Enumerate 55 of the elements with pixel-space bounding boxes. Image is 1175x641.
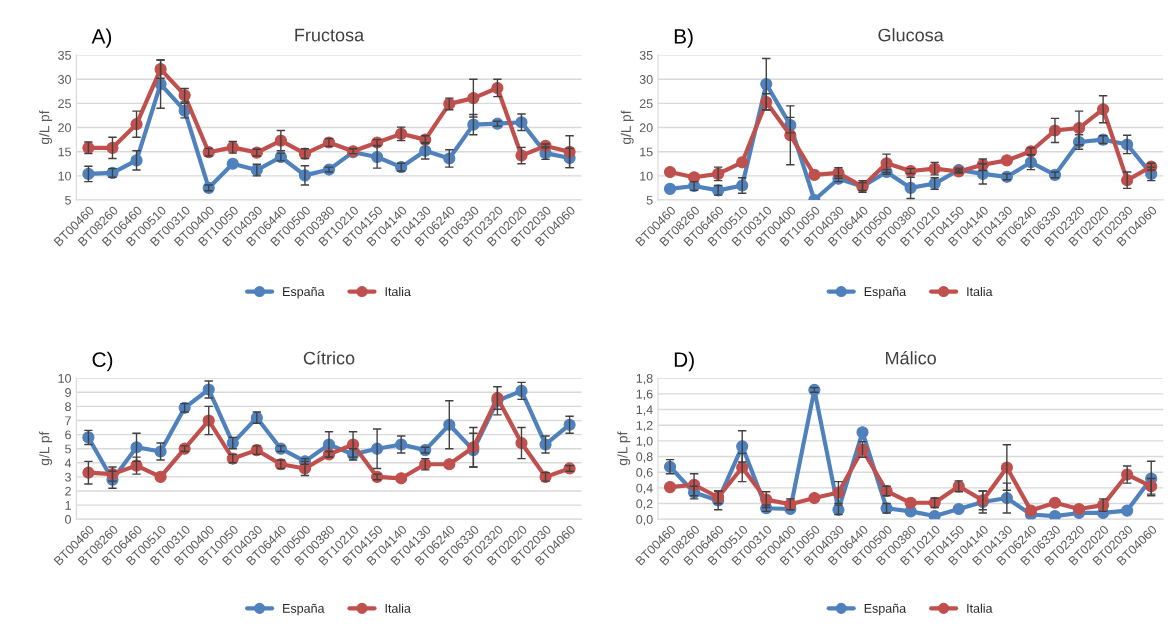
y-tick-label: 20 [58,123,72,133]
legend-label: España [864,603,907,616]
y-tick-label: 10 [58,171,72,181]
y-tick-label: 2 [65,486,71,496]
y-tick-label: 3 [65,472,71,482]
y-tick-label: 0,0 [636,515,653,526]
y-tick-label: 20 [639,123,653,133]
y-tick-label: 10 [640,171,653,181]
y-tick-label: 15 [640,147,653,157]
legend-label: Italia [385,286,411,297]
y-axis-title: g/L pf [620,110,634,145]
y-tick-label: 1 [65,501,71,510]
text: B) [674,28,693,48]
y-tick-label: 25 [58,99,71,109]
y-tick-label: 1,4 [636,405,653,416]
legend-label: Italia [967,603,993,613]
y-tick-label: 15 [58,147,71,157]
y-tick-label: 6 [65,430,71,440]
y-tick-label: 30 [639,75,653,84]
y-tick-label: 35 [639,50,653,60]
y-tick-label: 4 [64,458,72,468]
y-axis-title: g/L pf [39,110,53,145]
y-tick-label: 0 [65,515,72,524]
y-tick-label: 1,2 [636,421,653,432]
y-tick-label: 5 [65,195,71,205]
text: D) [674,351,694,372]
y-tick-label: 25 [639,99,653,109]
y-tick-label: 0,4 [636,483,653,494]
y-tick-label: 0,2 [636,499,653,510]
y-tick-label: 7 [65,416,71,426]
text: C) [92,351,113,372]
legend-label: Italia [385,603,411,613]
y-tick-label: 9 [65,388,71,397]
y-tick-label: 35 [58,50,71,60]
y-tick-label: 5 [65,444,71,454]
y-axis-title: g/L pf [39,431,53,466]
y-tick-label: 30 [58,75,72,84]
y-tick-label: 5 [646,195,653,205]
y-tick-label: 1,0 [636,436,653,447]
y-axis-title: g/L pf [617,431,631,466]
chart-title: Glucosa [878,28,944,42]
y-tick-label: 8 [65,402,71,412]
text: A) [91,28,112,48]
legend-label: España [864,286,907,299]
y-tick-label: 0,6 [636,468,653,479]
y-tick-label: 1,6 [636,389,653,400]
legend-label: España [283,286,325,299]
y-tick-label: 1,8 [636,373,653,385]
legend-label: España [283,603,325,616]
chart-title: Málico [886,351,936,365]
y-tick-label: 0,8 [636,452,653,463]
chart-title: Cítrico [303,351,355,365]
chart-title: Fructosa [295,28,365,42]
legend-label: Italia [967,286,993,297]
y-tick-label: 10 [58,373,72,383]
